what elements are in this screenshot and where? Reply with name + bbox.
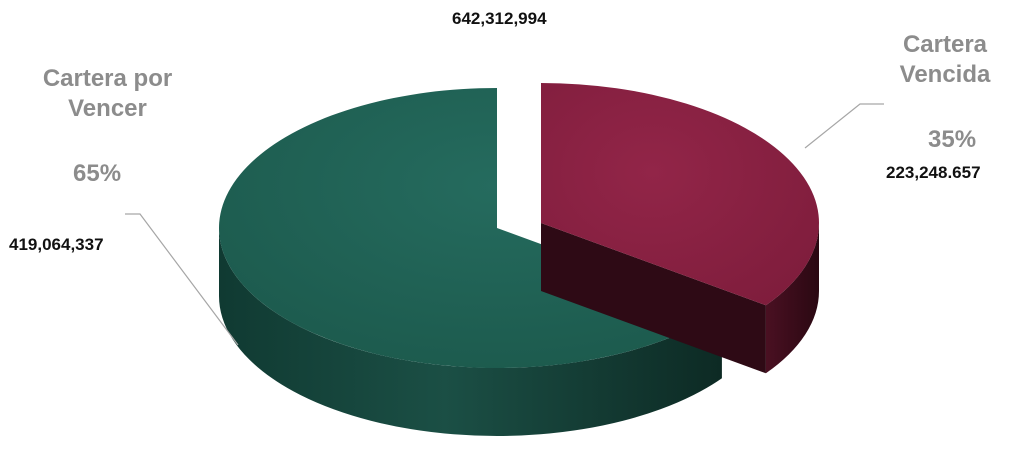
slice-name-line2: Vencida: [899, 61, 991, 88]
slice-cartera-vencida-side: [765, 223, 819, 374]
slice-name-line1: Cartera: [902, 31, 988, 58]
slice-label-cartera-vencida: Cartera Vencida: [870, 30, 1020, 90]
slice-label-cartera-por-vencer: Cartera por Vencer: [15, 64, 200, 124]
slice-value-cartera-por-vencer: 419,064,337: [9, 235, 104, 254]
slice-cartera-vencida-top: [541, 83, 820, 306]
slice-cartera-por-vencer-side: [219, 228, 722, 437]
slice-name-line1: Cartera por: [42, 65, 173, 92]
slice-cartera-vencida-cut-face: [541, 223, 766, 374]
slice-percent-cartera-vencida: 35%: [928, 126, 977, 153]
slice-percent-cartera-por-vencer: 65%: [73, 160, 122, 187]
leader-line-cartera-por-vencer: [125, 213, 239, 346]
slice-value-cartera-vencida: 223,248.657: [886, 163, 981, 182]
leader-line-cartera-vencida: [804, 103, 884, 149]
slice-name-line2: Vencer: [68, 95, 147, 122]
total-value-label: 642,312,994: [452, 9, 547, 28]
